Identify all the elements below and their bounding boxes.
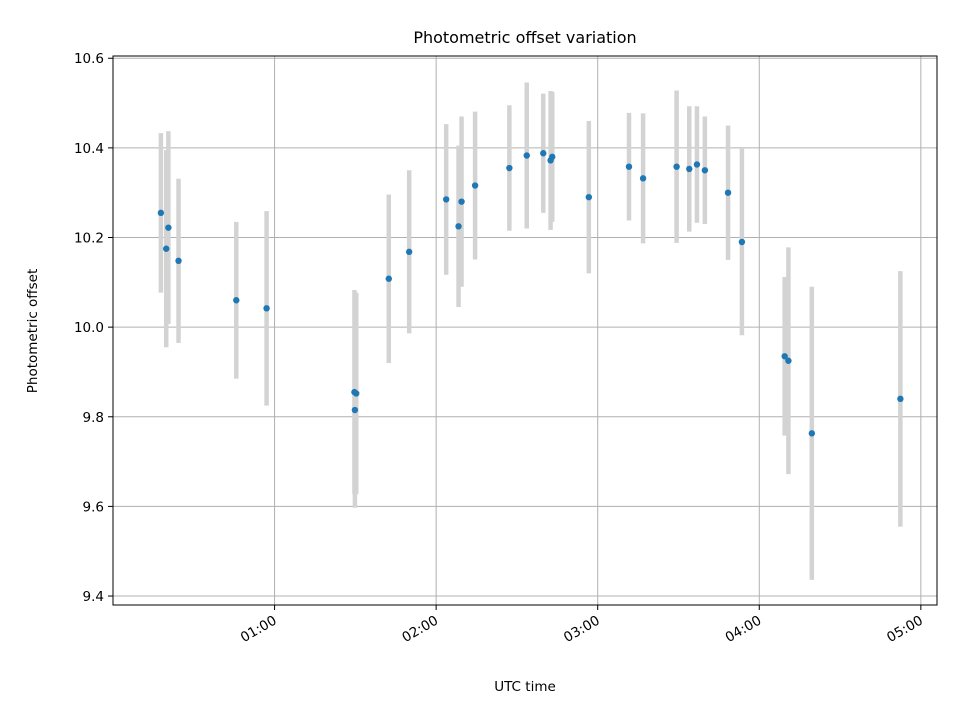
data-point <box>686 165 693 173</box>
x-tick-label: 01:00 <box>238 613 280 646</box>
data-point <box>897 395 904 403</box>
x-axis: 01:00 02:00 03:00 04:00 05:00 <box>238 605 926 646</box>
data-point <box>639 175 647 182</box>
data-point <box>175 257 182 265</box>
x-tick-label: 04:00 <box>723 613 765 646</box>
data-point <box>165 224 172 231</box>
data-point <box>738 238 746 246</box>
data-point <box>351 406 359 414</box>
data-point <box>540 150 547 157</box>
y-axis-label: Photometric offset <box>25 269 41 393</box>
data-point <box>785 357 792 364</box>
data-point <box>353 390 360 397</box>
chart-title: Photometric offset variation <box>413 28 636 47</box>
data-points <box>157 150 904 437</box>
x-axis-label: UTC time <box>494 679 556 695</box>
grid-lines <box>113 56 937 605</box>
x-tick-label: 03:00 <box>561 613 603 646</box>
y-tick-label: 9.6 <box>83 499 104 515</box>
error-bars <box>158 82 903 580</box>
y-tick-label: 9.8 <box>83 410 104 426</box>
data-point <box>549 153 556 161</box>
data-point <box>724 189 732 196</box>
data-point <box>585 193 593 201</box>
data-point <box>701 167 709 174</box>
data-point <box>506 164 513 172</box>
data-point <box>673 163 680 170</box>
data-point <box>808 430 816 437</box>
data-point <box>625 163 633 170</box>
data-point <box>233 297 240 304</box>
x-tick-label: 05:00 <box>884 613 926 646</box>
y-tick-label: 10.4 <box>74 141 104 157</box>
data-point <box>442 196 450 203</box>
data-point <box>385 275 392 282</box>
y-tick-label: 10.2 <box>74 231 104 247</box>
data-point <box>471 182 479 189</box>
data-point <box>458 198 465 205</box>
data-point <box>523 152 530 159</box>
y-tick-label: 10.0 <box>74 320 104 336</box>
data-point <box>693 161 701 168</box>
data-point <box>455 223 462 230</box>
data-point <box>263 305 270 312</box>
data-point <box>163 245 170 252</box>
y-tick-label: 10.6 <box>74 51 104 67</box>
y-axis: 9.4 9.6 9.8 10.0 10.2 10.4 10.6 <box>74 51 113 605</box>
data-point <box>781 353 788 360</box>
data-point <box>405 248 413 256</box>
y-tick-label: 9.4 <box>83 589 104 605</box>
x-tick-label: 02:00 <box>399 613 441 646</box>
plot-frame <box>112 55 938 606</box>
data-point <box>157 209 165 217</box>
